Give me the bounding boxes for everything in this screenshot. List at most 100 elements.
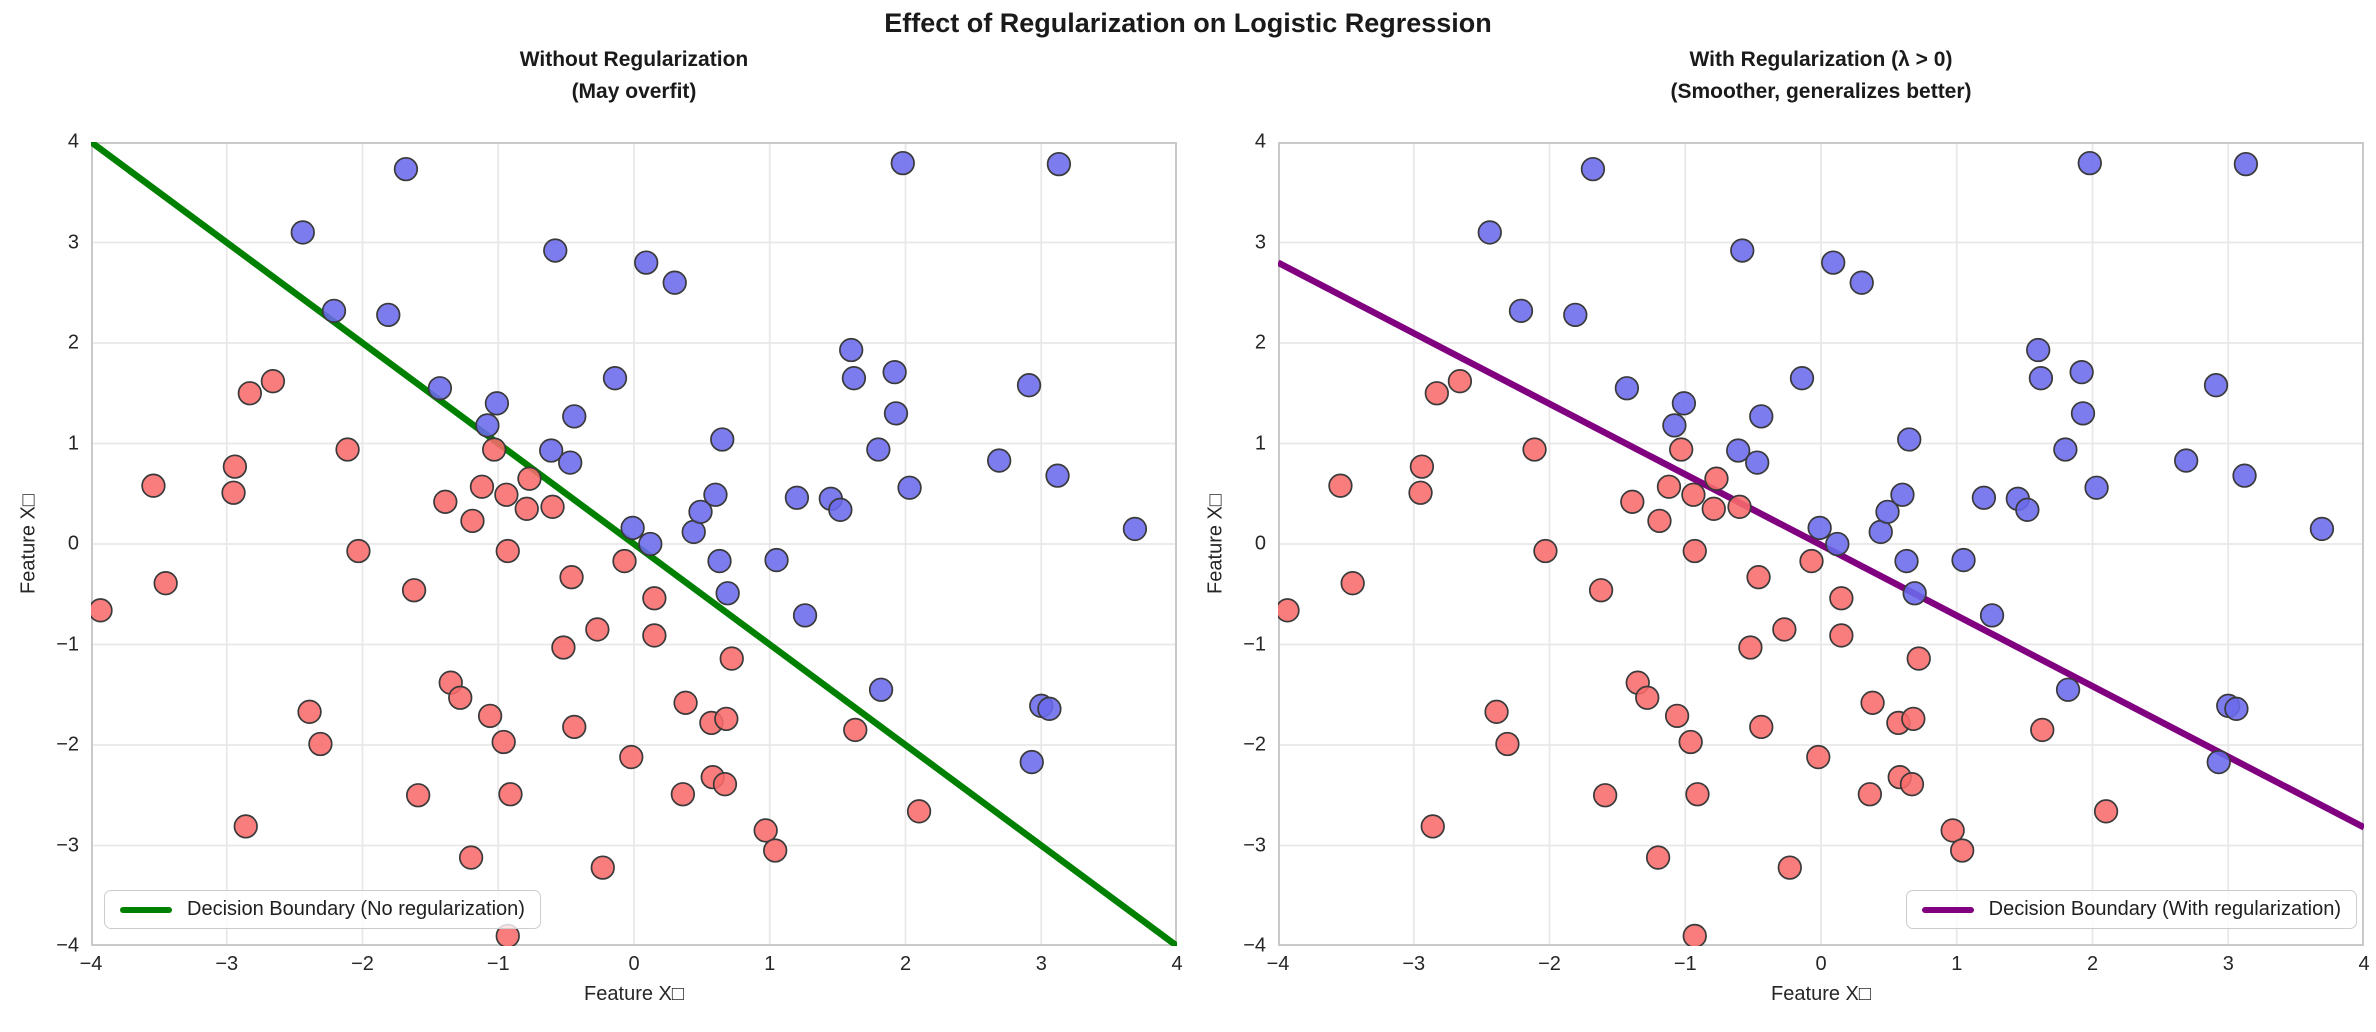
x-tick-label: −4 — [79, 953, 103, 975]
scatter-point-class1 — [1477, 220, 1502, 245]
legend-line-sample-purple — [1921, 906, 1974, 913]
legend-right: Decision Boundary (With regularization) — [1905, 890, 2357, 929]
scatter-point-class0 — [1899, 772, 1925, 797]
scatter-point-class0 — [1533, 538, 1558, 564]
figure-title: Effect of Regularization on Logistic Reg… — [884, 8, 1492, 38]
scatter-point-class0 — [1701, 496, 1726, 521]
scatter-point-class1 — [1825, 531, 1850, 557]
x-tick-label: −1 — [1673, 953, 1697, 975]
scatter-point-class1 — [828, 497, 853, 522]
y-tick-label: −2 — [56, 733, 79, 756]
subplot-left-title-line1: Without Regularization — [519, 48, 749, 71]
scatter-point-class1 — [1821, 250, 1846, 275]
scatter-point-class0 — [1738, 635, 1763, 660]
scatter-point-class0 — [1656, 474, 1682, 499]
y-tick-label: 3 — [1254, 231, 1266, 253]
scatter-point-class0 — [297, 699, 322, 724]
scatter-point-class0 — [1408, 480, 1433, 505]
x-tick-label: 0 — [1815, 953, 1827, 975]
y-tick-label: 1 — [1254, 432, 1266, 454]
scatter-point-class1 — [2026, 337, 2051, 363]
x-tick-label: 2 — [2086, 953, 2099, 975]
scatter-point-class1 — [1890, 482, 1915, 507]
decision-boundary-line — [1278, 259, 2364, 831]
scatter-point-class0 — [222, 454, 248, 479]
scatter-point-class0 — [458, 845, 484, 870]
scatter-point-class1 — [376, 302, 401, 328]
y-tick-label: −3 — [1243, 834, 1266, 856]
scatter-point-class0 — [1906, 646, 1931, 671]
scatter-point-class0 — [1424, 381, 1449, 406]
scatter-point-class0 — [1950, 838, 1975, 863]
scatter-point-class1 — [1979, 603, 2005, 628]
legend-left: Decision Boundary (No regularization) — [104, 890, 541, 929]
scatter-point-class1 — [715, 581, 740, 606]
scatter-point-class1 — [792, 603, 818, 628]
scatter-point-class0 — [1588, 578, 1614, 603]
scatter-point-class1 — [562, 404, 587, 429]
y-tick-label: 3 — [67, 231, 79, 253]
scatter-point-class0 — [1860, 690, 1885, 715]
y-tick-label: −1 — [1243, 633, 1266, 655]
scatter-point-class0 — [1901, 706, 1926, 732]
scatter-point-class0 — [590, 855, 615, 880]
scatter-point-class0 — [406, 783, 431, 808]
scatter-point-class1 — [710, 427, 735, 452]
scatter-point-class1 — [897, 475, 922, 500]
scatter-point-class1 — [1807, 515, 1832, 541]
scatter-point-class0 — [562, 714, 587, 740]
scatter-point-class1 — [882, 359, 907, 385]
y-tick-label: 4 — [1254, 130, 1266, 153]
y-tick-label: −2 — [1243, 733, 1266, 756]
x-tick-label: 3 — [2222, 953, 2234, 975]
subplot-left-title: Without Regularization (May overfit) — [91, 44, 1177, 107]
x-tick-label: 4 — [1171, 953, 1183, 975]
scatter-point-class0 — [1749, 714, 1774, 740]
x-tick-label: 0 — [628, 953, 640, 975]
scatter-point-class1 — [2069, 359, 2094, 385]
scatter-point-class0 — [1829, 586, 1854, 611]
scatter-point-class1 — [2028, 366, 2054, 391]
scatter-point-class1 — [784, 485, 810, 510]
scatter-point-class1 — [1875, 499, 1900, 524]
scatter-point-class0 — [753, 818, 778, 843]
scatter-point-class1 — [2174, 448, 2199, 473]
scatter-point-class1 — [866, 437, 891, 462]
scatter-point-class0 — [642, 623, 667, 648]
scatter-point-class1 — [539, 438, 564, 463]
scatter-point-class1 — [2070, 401, 2096, 426]
scatter-point-class0 — [559, 565, 584, 590]
scatter-point-class1 — [1730, 238, 1755, 263]
scatter-point-class0 — [585, 617, 610, 642]
scatter-point-class1 — [662, 270, 687, 295]
scatter-point-class0 — [1420, 814, 1445, 839]
axes-spines — [1278, 142, 2364, 946]
scatter-point-class1 — [688, 499, 713, 524]
x-tick-label: −1 — [486, 953, 510, 975]
scatter-point-class0 — [237, 381, 262, 406]
scatter-point-class1 — [868, 677, 894, 702]
scatter-point-class1 — [484, 391, 510, 416]
scatter-point-class0 — [1620, 489, 1645, 514]
scatter-point-class0 — [153, 571, 178, 596]
scatter-point-class0 — [221, 480, 246, 505]
scatter-point-class0 — [714, 706, 739, 732]
y-tick-label: 4 — [67, 130, 79, 153]
scatter-point-class0 — [469, 474, 495, 499]
scatter-point-class0 — [1522, 437, 1547, 462]
scatter-point-class1 — [1868, 519, 1893, 545]
subplot-right-title-line2: (Smoother, generalizes better) — [1670, 79, 1972, 103]
scatter-point-class1 — [2203, 373, 2229, 398]
x-tick-label: −3 — [215, 953, 239, 975]
x-axis-label-left: Feature X□ — [584, 983, 684, 1005]
scatter-point-class0 — [1940, 818, 1965, 843]
scatter-point-class0 — [491, 729, 516, 755]
scatter-point-class1 — [2084, 475, 2109, 500]
scatter-point-class1 — [2224, 696, 2249, 721]
scatter-point-class1 — [1045, 463, 1070, 488]
scatter-point-class1 — [841, 366, 867, 391]
x-tick-label: −4 — [1266, 953, 1290, 975]
scatter-point-class1 — [1508, 298, 1534, 323]
scatter-point-class0 — [91, 598, 113, 623]
